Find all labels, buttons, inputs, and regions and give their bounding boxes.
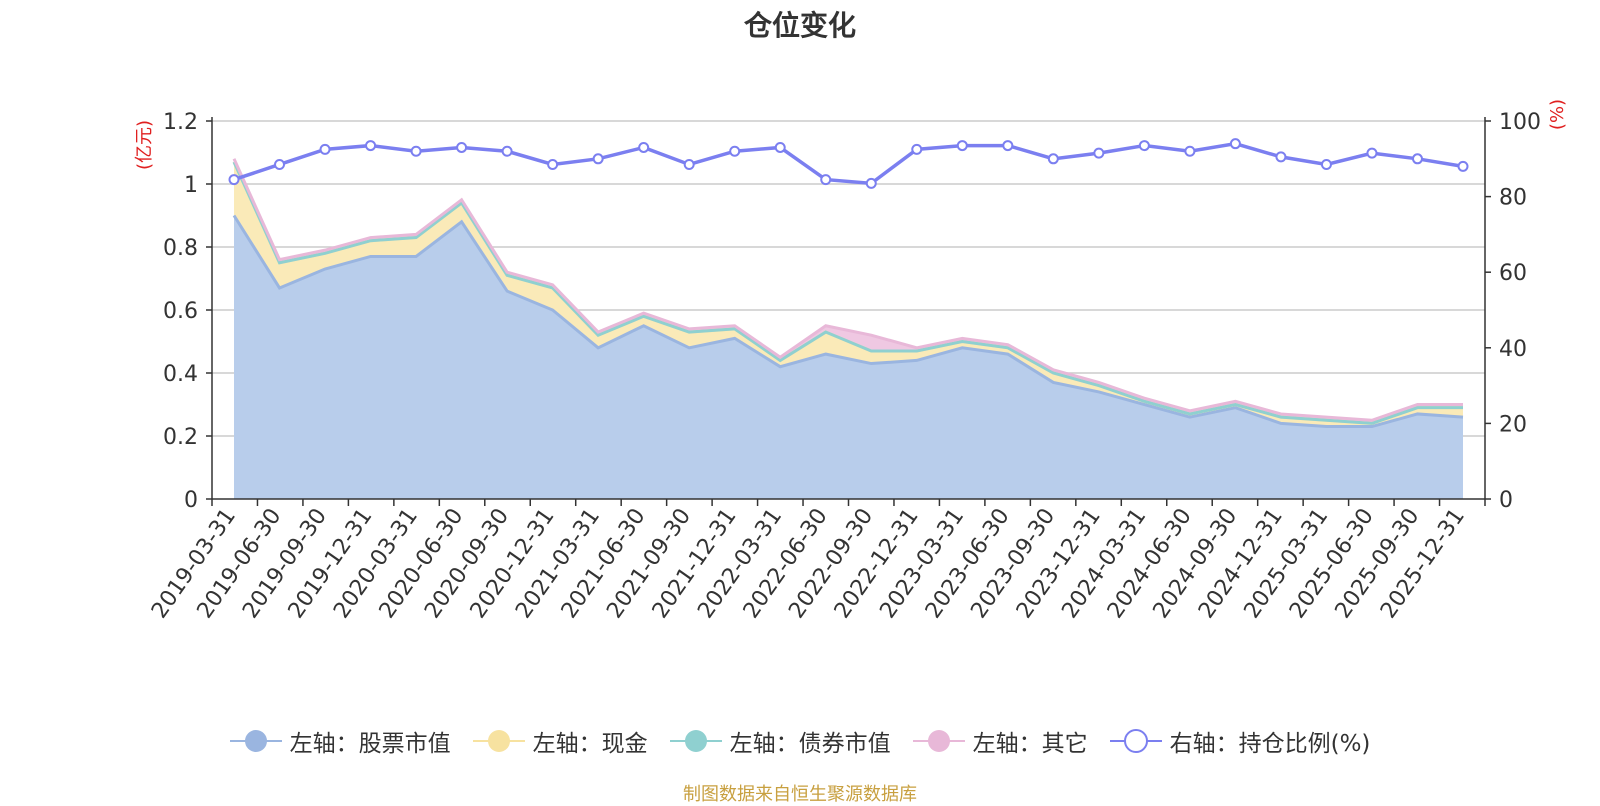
left-tick-label: 0.8 xyxy=(163,236,198,261)
left-tick-label: 0.4 xyxy=(163,362,198,387)
holding-ratio-point xyxy=(729,145,741,157)
holding-ratio-point xyxy=(865,177,877,189)
holding-ratio-point xyxy=(820,174,832,186)
holding-ratio-point xyxy=(1093,147,1105,159)
right-tick-label: 40 xyxy=(1499,337,1527,362)
legend-marker-icon xyxy=(912,730,965,752)
holding-ratio-point xyxy=(501,145,513,157)
legend-label: 右轴：持仓比例(%) xyxy=(1169,731,1371,757)
area-左轴：股票市值 xyxy=(234,215,1463,499)
left-tick-label: 0.2 xyxy=(163,425,198,450)
line-左轴：债券市值 xyxy=(232,161,1463,425)
right-tick-label: 20 xyxy=(1499,412,1527,437)
legend-label: 左轴：债券市值 xyxy=(729,731,891,757)
holding-ratio-point xyxy=(1002,140,1014,152)
legend-label: 左轴：股票市值 xyxy=(289,731,451,757)
legend-item[interactable]: 左轴：其它 xyxy=(912,724,1088,758)
legend-item[interactable]: 左轴：现金 xyxy=(472,724,648,758)
legend-label: 左轴：现金 xyxy=(532,731,648,757)
legend-item[interactable]: 右轴：持仓比例(%) xyxy=(1109,724,1371,758)
holding-ratio-point xyxy=(956,140,968,152)
chart-canvas: 00.20.40.60.811.20204060801002019-03-312… xyxy=(147,110,1541,623)
holding-ratio-point xyxy=(1411,153,1423,165)
legend: 左轴：股票市值 左轴：现金 左轴：债券市值 左轴：其它 右轴：持仓比例(%) xyxy=(0,723,1600,759)
left-tick-label: 0.6 xyxy=(163,299,198,324)
legend-marker-icon xyxy=(1109,729,1162,753)
holding-ratio-point xyxy=(1184,145,1196,157)
line-左轴：其它 xyxy=(232,158,1463,422)
left-tick-label: 1.2 xyxy=(163,110,198,135)
left-tick-label: 0 xyxy=(184,488,198,513)
legend-marker-icon xyxy=(669,730,722,752)
right-tick-label: 0 xyxy=(1499,488,1513,513)
legend-item[interactable]: 左轴：股票市值 xyxy=(229,724,451,758)
holding-ratio-point xyxy=(911,143,923,155)
left-tick-label: 1 xyxy=(184,173,198,198)
holding-ratio-point xyxy=(410,145,422,157)
holding-ratio-point xyxy=(274,158,286,170)
holding-ratio-point xyxy=(1275,151,1287,163)
holding-ratio-point xyxy=(1047,153,1059,165)
chart-title: 仓位变化 xyxy=(743,9,856,42)
holding-ratio-point xyxy=(228,174,240,186)
legend-marker-icon xyxy=(229,730,282,752)
right-tick-label: 60 xyxy=(1499,261,1527,286)
holding-ratio-point xyxy=(319,143,331,155)
holding-ratio-point xyxy=(1229,138,1241,150)
holding-ratio-point xyxy=(638,141,650,153)
holding-ratio-point xyxy=(1457,160,1469,172)
holding-ratio-point xyxy=(365,140,377,152)
line-左轴：股票市值 xyxy=(232,214,1464,429)
right-tick-label: 100 xyxy=(1499,110,1541,135)
legend-marker-icon xyxy=(472,730,525,752)
holding-ratio-point xyxy=(547,158,559,170)
line-holding-ratio xyxy=(233,141,1464,186)
holding-ratio-point xyxy=(1138,140,1150,152)
right-tick-label: 80 xyxy=(1499,186,1527,211)
data-source-note: 制图数据来自恒生聚源数据库 xyxy=(683,784,917,805)
legend-item[interactable]: 左轴：债券市值 xyxy=(669,724,891,758)
holding-ratio-point xyxy=(683,158,695,170)
holding-ratio-point xyxy=(1320,158,1332,170)
holding-ratio-point xyxy=(456,141,468,153)
holding-ratio-point xyxy=(592,153,604,165)
holding-ratio-point xyxy=(774,141,786,153)
legend-label: 左轴：其它 xyxy=(972,731,1088,757)
holding-ratio-point xyxy=(1366,147,1378,159)
